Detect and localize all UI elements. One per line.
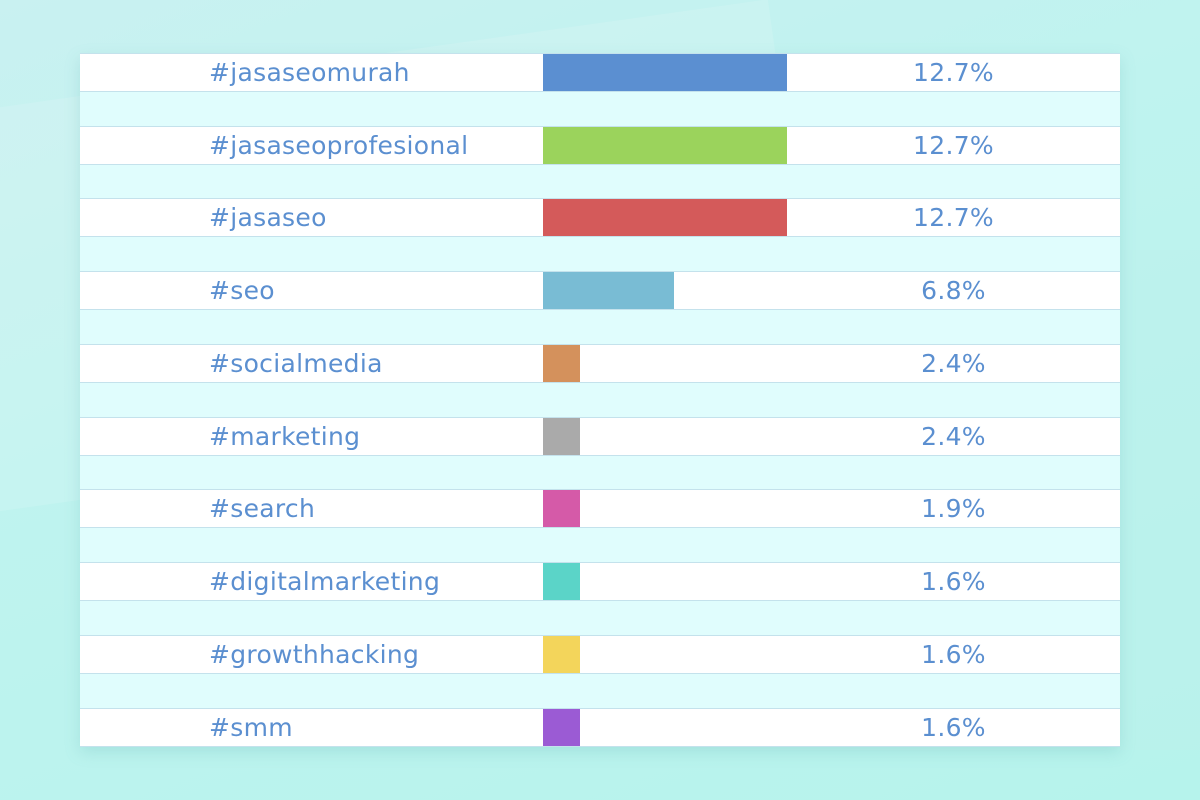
hashtag-label: #search xyxy=(209,494,316,523)
chart-row: #growthhacking 1.6% xyxy=(80,635,1120,674)
hashtag-label: #digitalmarketing xyxy=(209,567,441,596)
percent-value: 12.7% xyxy=(913,203,994,232)
bar xyxy=(543,54,787,91)
bar xyxy=(543,127,787,164)
chart-row: #marketing 2.4% xyxy=(80,417,1120,456)
percent-value: 1.6% xyxy=(921,640,986,669)
hashtag-label: #jasaseo xyxy=(209,203,327,232)
percent-value: 1.9% xyxy=(921,494,986,523)
hashtag-label: #jasaseoprofesional xyxy=(209,131,469,160)
bar xyxy=(543,709,580,746)
bar xyxy=(543,272,674,309)
hashtag-label: #seo xyxy=(209,276,275,305)
bar xyxy=(543,636,580,673)
percent-value: 12.7% xyxy=(913,131,994,160)
chart-row: #socialmedia 2.4% xyxy=(80,344,1120,383)
chart-row: #digitalmarketing 1.6% xyxy=(80,562,1120,601)
hashtag-label: #smm xyxy=(209,713,293,742)
hashtag-bar-chart: #jasaseomurah 12.7% #jasaseoprofesional … xyxy=(80,53,1120,747)
chart-row: #jasaseomurah 12.7% xyxy=(80,53,1120,92)
percent-value: 2.4% xyxy=(921,349,986,378)
hashtag-label: #jasaseomurah xyxy=(209,58,410,87)
bar xyxy=(543,490,580,527)
percent-value: 1.6% xyxy=(921,713,986,742)
bar xyxy=(543,199,787,236)
hashtag-label: #socialmedia xyxy=(209,349,383,378)
chart-row: #search 1.9% xyxy=(80,489,1120,528)
bar xyxy=(543,563,580,600)
percent-value: 1.6% xyxy=(921,567,986,596)
hashtag-label: #growthhacking xyxy=(209,640,420,669)
bar xyxy=(543,418,580,455)
percent-value: 12.7% xyxy=(913,58,994,87)
bar xyxy=(543,345,580,382)
hashtag-label: #marketing xyxy=(209,422,361,451)
chart-row: #smm 1.6% xyxy=(80,708,1120,747)
chart-row: #seo 6.8% xyxy=(80,271,1120,310)
percent-value: 6.8% xyxy=(921,276,986,305)
percent-value: 2.4% xyxy=(921,422,986,451)
chart-row: #jasaseoprofesional 12.7% xyxy=(80,126,1120,165)
chart-row: #jasaseo 12.7% xyxy=(80,198,1120,237)
